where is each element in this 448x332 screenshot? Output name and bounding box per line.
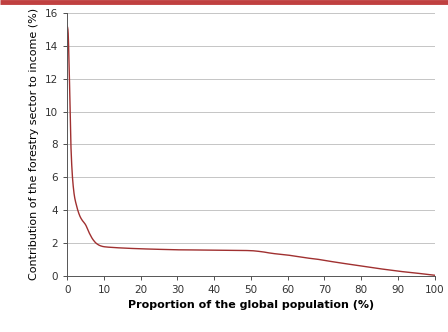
- X-axis label: Proportion of the global population (%): Proportion of the global population (%): [128, 300, 374, 310]
- Y-axis label: Contribution of the forestry sector to income (%): Contribution of the forestry sector to i…: [30, 8, 39, 281]
